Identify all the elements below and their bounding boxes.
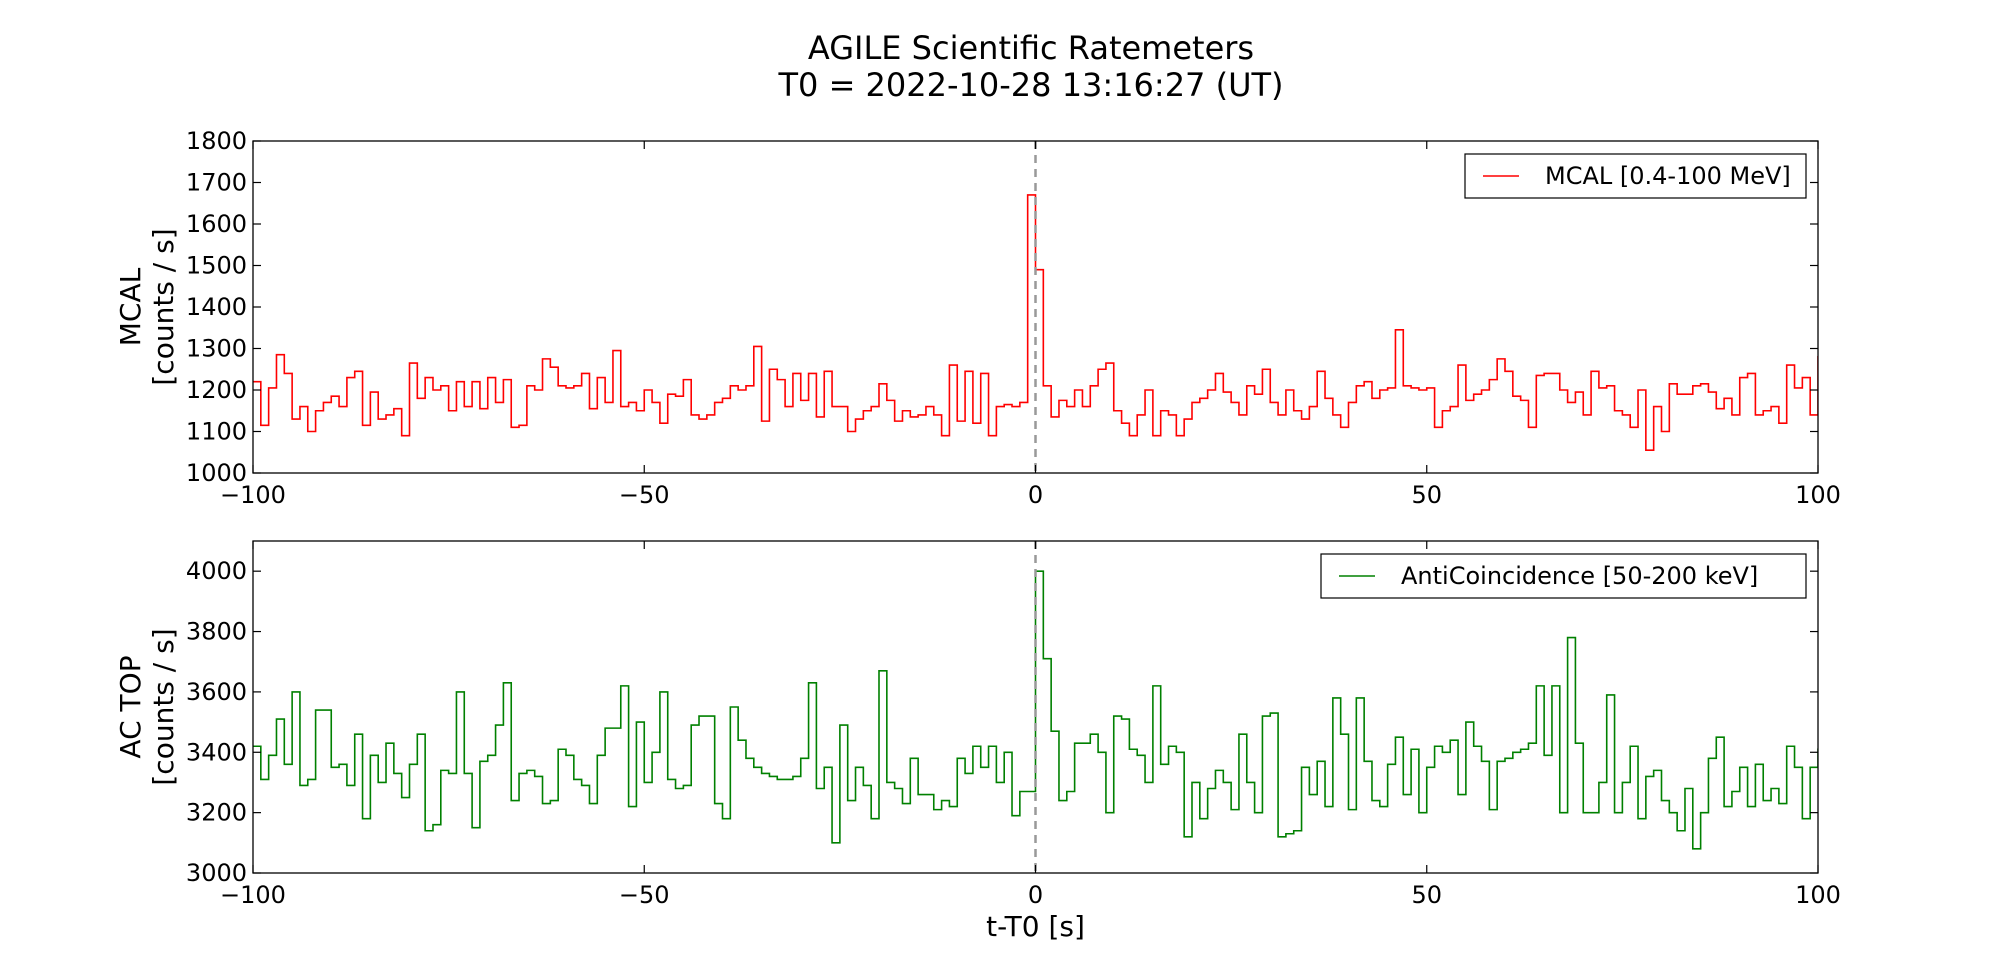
y-axis-label: AC TOP[counts / s] [114, 628, 180, 785]
y-axis-label-line: MCAL [114, 267, 147, 346]
x-tick-label: −50 [619, 481, 670, 509]
figure-title: AGILE Scientific Ratemeters T0 = 2022-10-… [777, 29, 1283, 104]
y-tick-label: 3400 [186, 738, 247, 766]
legend-label: MCAL [0.4-100 MeV] [1545, 162, 1791, 190]
y-tick-label: 4000 [186, 557, 247, 585]
x-tick-label: 50 [1411, 881, 1442, 909]
mcal-panel: −100 −50 0 50 100 1000 1100 1200 1300 1400 1500 160… [114, 127, 1841, 509]
x-tick-label: −50 [619, 881, 670, 909]
x-tick-label: −100 [220, 881, 286, 909]
x-tick-label: −100 [220, 481, 286, 509]
y-axis-label: MCAL[counts / s] [114, 228, 180, 385]
y-tick-label: 3800 [186, 618, 247, 646]
series-line-0 [253, 194, 1818, 451]
y-tick-label: 3000 [186, 859, 247, 887]
ac-top-panel: −100 −50 0 50 100 3000 3200 3400 3600 3800 4000 AC … [114, 540, 1841, 943]
y-tick-label: 1700 [186, 169, 247, 197]
y-tick-label: 1500 [186, 252, 247, 280]
y-tick-label: 1400 [186, 293, 247, 321]
series-line-0 [253, 570, 1818, 850]
x-axis-label: t-T0 [s] [986, 910, 1085, 943]
x-tick-label: 0 [1028, 881, 1043, 909]
y-tick-label: 1200 [186, 376, 247, 404]
y-tick-label: 3600 [186, 678, 247, 706]
x-tick-label: 100 [1795, 481, 1841, 509]
y-axis-label-line: [counts / s] [147, 228, 180, 385]
y-axis-label-line: [counts / s] [147, 628, 180, 785]
y-tick-label: 1100 [186, 418, 247, 446]
legend-label: AntiCoincidence [50-200 keV] [1401, 562, 1758, 590]
x-tick-label: 0 [1028, 481, 1043, 509]
y-tick-label: 3200 [186, 799, 247, 827]
x-tick-label: 100 [1795, 881, 1841, 909]
x-tick-label: 50 [1411, 481, 1442, 509]
title-line: AGILE Scientific Ratemeters [808, 29, 1254, 67]
y-tick-label: 1600 [186, 210, 247, 238]
y-tick-label: 1300 [186, 335, 247, 363]
legend-box [1464, 153, 1807, 199]
y-axis-label-line: AC TOP [114, 655, 147, 758]
title-line: T0 = 2022-10-28 13:16:27 (UT) [777, 66, 1283, 104]
y-tick-label: 1000 [186, 459, 247, 487]
y-tick-label: 1800 [186, 127, 247, 155]
legend-box [1320, 553, 1807, 599]
